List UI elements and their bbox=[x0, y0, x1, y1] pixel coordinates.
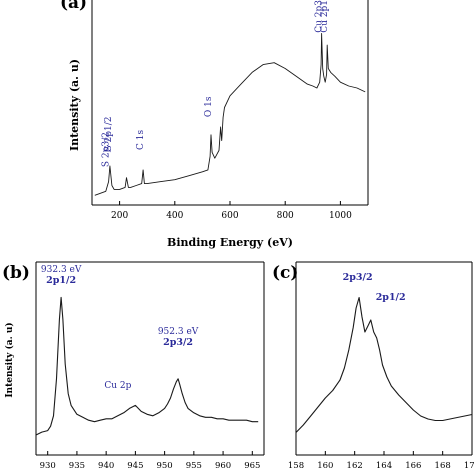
panel-b-xtick-label-6: 960 bbox=[215, 461, 231, 471]
panel-a-annotation-0: S 2p3/2 bbox=[102, 132, 112, 167]
panel-b-xtick-label-7: 965 bbox=[244, 461, 260, 471]
panel-a-spectrum-line bbox=[94, 32, 366, 196]
panel-c-annotation-0: 2p3/2 bbox=[343, 272, 373, 283]
panel-b-xtick-label-2: 940 bbox=[98, 461, 114, 471]
panel-a-y-label: Intensity (a. u) bbox=[68, 59, 81, 151]
panel-c-xtick-label-3: 164 bbox=[376, 461, 392, 471]
chart-panel-a: Intensity (a. u) Binding Energy (eV) 200… bbox=[68, 0, 369, 249]
panel-b-annotation-1: 2p1/2 bbox=[46, 275, 76, 286]
panel-a-xtick-label-2: 600 bbox=[221, 211, 238, 221]
chart-panel-b: Intensity (a. u) 930 935 940 945 950 955 960 96… bbox=[4, 261, 265, 471]
panel-a-xtick-label-4: 1000 bbox=[329, 211, 352, 221]
panel-b-annotation-3: 2p3/2 bbox=[163, 337, 193, 348]
panel-b-annotation-0: 932.3 eV bbox=[41, 265, 82, 275]
panel-a-annotation-2: C 1s bbox=[136, 129, 146, 149]
panel-b-xtick-label-1: 935 bbox=[69, 461, 85, 471]
panel-a-annotation-5: Cu 2p1/2 bbox=[320, 0, 330, 33]
panel-a-annotation-3: O 1s bbox=[204, 96, 214, 117]
panel-b-xtick-label-4: 950 bbox=[156, 461, 172, 471]
panel-b-spectrum-line bbox=[35, 296, 259, 436]
panel-b-xtick-label-0: 930 bbox=[40, 461, 56, 471]
panel-c-xtick-label-6: 170 bbox=[464, 461, 474, 471]
panel-c-xtick-label-1: 160 bbox=[317, 461, 333, 471]
panel-a-annotation-4: Cu 2p3/2 bbox=[315, 0, 325, 33]
panel-a-xtick-label-1: 400 bbox=[166, 211, 183, 221]
panel-b-xtick-label-5: 955 bbox=[186, 461, 202, 471]
panel-c-label: (c) bbox=[272, 263, 298, 283]
panel-c-xtick-label-0: 158 bbox=[288, 461, 304, 471]
panel-a-xtick-label-0: 200 bbox=[111, 211, 128, 221]
panel-c-xtick-label-4: 166 bbox=[405, 461, 421, 471]
panel-b-label: (b) bbox=[2, 263, 30, 283]
panel-c-spectrum-line bbox=[295, 296, 473, 433]
panel-a-label: (a) bbox=[60, 0, 87, 13]
panel-b-annotation-4: Cu 2p bbox=[104, 381, 131, 391]
panel-a-x-label: Binding Energy (eV) bbox=[167, 236, 293, 249]
panel-a-xtick-label-3: 800 bbox=[277, 211, 294, 221]
panel-b-xtick-label-3: 945 bbox=[127, 461, 143, 471]
panel-a-annotation-1: S 2p1/2 bbox=[104, 117, 114, 152]
panel-b-annotation-2: 952.3 eV bbox=[158, 327, 199, 337]
panel-c-annotation-1: 2p1/2 bbox=[376, 292, 406, 303]
panel-b-y-label: Intensity (a. u) bbox=[4, 322, 15, 397]
panel-c-xtick-label-5: 168 bbox=[435, 461, 451, 471]
panel-c-xtick-label-2: 162 bbox=[347, 461, 363, 471]
